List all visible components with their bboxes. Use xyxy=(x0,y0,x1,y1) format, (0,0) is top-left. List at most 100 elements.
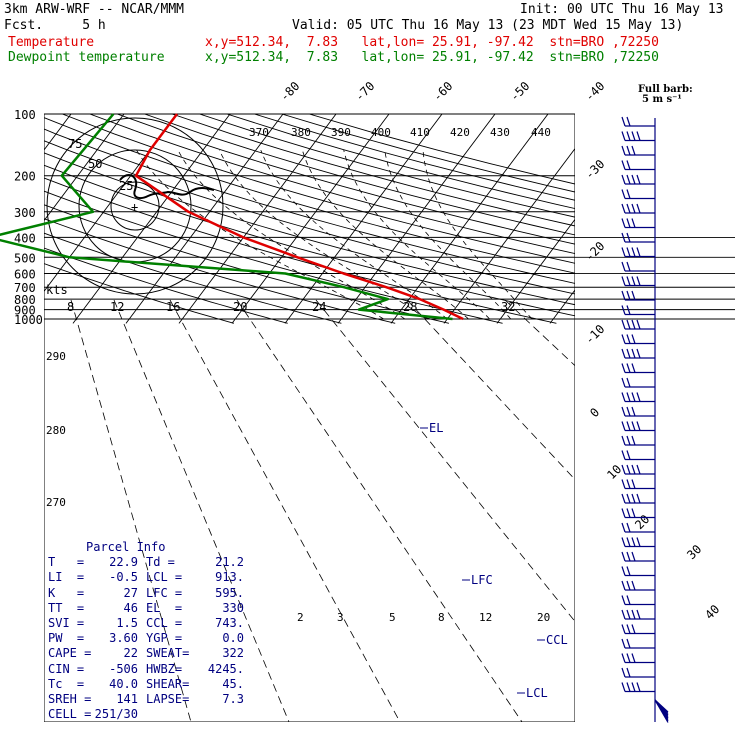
moist-adiabat xyxy=(260,149,448,320)
dry-adiabat xyxy=(44,263,235,324)
parcel-cell: -0.5 xyxy=(109,570,138,585)
isotherm-label-right: 40 xyxy=(702,602,722,622)
annotation-ccl-text: CCL xyxy=(546,633,568,647)
parcel-cell: 22 xyxy=(123,646,138,661)
isotherm-line xyxy=(443,147,575,324)
wind-barb xyxy=(621,464,655,475)
parcel-row: CAPE = 22 SWEAT= 322 xyxy=(48,646,244,661)
theta-label: 400 xyxy=(371,126,391,139)
theta-label: 430 xyxy=(490,126,510,139)
theta-left-label: 270 xyxy=(46,496,66,509)
parcel-cell: 21.2 xyxy=(215,555,244,570)
forecast-hour: Fcst. 5 h xyxy=(4,18,106,33)
wind-barb xyxy=(621,421,655,432)
wind-barb xyxy=(621,218,655,229)
wind-barb xyxy=(621,667,655,678)
pressure-label: 500 xyxy=(14,251,36,265)
parcel-row: TT = 46 EL = 330 xyxy=(48,601,244,616)
pressure-label: 600 xyxy=(14,268,36,282)
mixing-ratio-line xyxy=(113,299,290,722)
isotherm-line xyxy=(72,114,231,324)
moist-adiabat xyxy=(422,150,533,320)
mixing-ratio-label: 32 xyxy=(501,300,515,314)
wind-barb xyxy=(621,334,655,345)
parcel-cell: 913. xyxy=(215,570,244,585)
annotation-lfc-text: LFC xyxy=(471,573,493,587)
theta-left-label: 280 xyxy=(46,424,66,437)
wind-barb xyxy=(621,406,655,417)
wind-barb xyxy=(621,247,655,258)
moist-adiabat xyxy=(219,149,427,320)
parcel-cell: SHEAR= xyxy=(146,676,190,691)
hodo-ring-25: 25 xyxy=(119,179,133,193)
isotherm-label-top: -40 xyxy=(582,79,607,104)
dewpoint-legend: Dewpoint temperature xyxy=(8,50,165,65)
parcel-cell: 22.9 xyxy=(109,555,138,570)
wind-barb xyxy=(621,232,655,243)
wind-barb xyxy=(621,174,655,185)
pressure-label: 700 xyxy=(14,281,36,295)
parcel-info-panel: Parcel Info T = 22.9 Td = 21.2 LI = -0.5 LCL =… xyxy=(48,540,244,722)
wind-barb xyxy=(621,653,655,664)
parcel-cell: 322 xyxy=(222,646,244,661)
parcel-cell: PW = xyxy=(48,631,85,646)
mixing-ratio-label: 8 xyxy=(67,300,74,314)
wind-barb xyxy=(621,145,655,156)
wind-barb xyxy=(621,638,655,649)
parcel-cell: T = xyxy=(48,555,85,570)
wind-barb xyxy=(621,682,655,693)
wind-barb xyxy=(621,537,655,548)
dry-adiabat xyxy=(44,232,342,324)
pressure-label: 800 xyxy=(14,293,36,307)
dry-adiabat xyxy=(89,114,575,255)
isotherm-label-right: -30 xyxy=(582,157,607,182)
parcel-cell: SREH = xyxy=(48,692,92,707)
parcel-row: SVI = 1.5 CCL = 743. xyxy=(48,616,244,631)
wind-barb xyxy=(621,160,655,171)
wind-barb xyxy=(621,493,655,504)
mixing-ratio-label: 16 xyxy=(166,300,180,314)
parcel-cell: 7.3 xyxy=(222,692,244,707)
wind-barb xyxy=(621,276,655,287)
isotherm-line xyxy=(549,289,575,324)
moist-adiabat xyxy=(301,149,469,320)
parcel-cell: 330 xyxy=(222,600,244,615)
parcel-row: LI = -0.5 LCL = 913. xyxy=(48,570,244,585)
moist-adiabat xyxy=(343,149,490,320)
parcel-row: PW = 3.60 YGP = 0.0 xyxy=(48,631,244,646)
dry-adiabat xyxy=(226,114,575,210)
dry-adiabat xyxy=(254,114,575,201)
parcel-cell: HWBZ= xyxy=(146,661,183,676)
temperature-location: x,y=512.34, 7.83 lat,lon= 25.91, -97.42 … xyxy=(205,35,659,50)
annotation-lcl-text: LCL xyxy=(526,686,548,700)
wind-barb xyxy=(621,319,655,330)
hodo-center: + xyxy=(131,200,138,214)
hodograph-trace xyxy=(119,174,215,199)
isotherm-label-top: -80 xyxy=(277,79,302,104)
theta-label: 380 xyxy=(291,126,311,139)
theta-label: 390 xyxy=(331,126,351,139)
valid-time: Valid: 05 UTC Thu 16 May 13 (23 MDT Wed … xyxy=(292,18,684,33)
parcel-cell: SVI = xyxy=(48,616,85,631)
parcel-row: Tc = 40.0 SHEAR= 45. xyxy=(48,677,244,692)
init-time: Init: 00 UTC Thu 16 May 13 xyxy=(520,2,724,17)
barb-legend: Full barb: 5 m s⁻¹ xyxy=(638,85,693,105)
wind-barb xyxy=(621,609,655,620)
wind-barb xyxy=(621,290,655,301)
parcel-cell: 45. xyxy=(222,676,244,691)
wind-barb xyxy=(621,551,655,562)
theta-label: 420 xyxy=(450,126,470,139)
parcel-cell: LFC = xyxy=(146,585,183,600)
parcel-row: CIN = -506 HWBZ= 4245. xyxy=(48,662,244,677)
pressure-label: 100 xyxy=(14,108,36,122)
barb-legend-line2: 5 m s⁻¹ xyxy=(642,94,682,105)
annotation-lcl: LCL xyxy=(517,686,548,700)
pressure-label: 300 xyxy=(14,206,36,220)
isotherm-line xyxy=(603,114,740,323)
wind-barb xyxy=(621,116,655,127)
parcel-cell: 595. xyxy=(215,585,244,600)
mixing-ratio-label: 20 xyxy=(233,300,247,314)
parcel-info-title: Parcel Info xyxy=(86,540,166,554)
temperature-profile xyxy=(134,113,464,321)
